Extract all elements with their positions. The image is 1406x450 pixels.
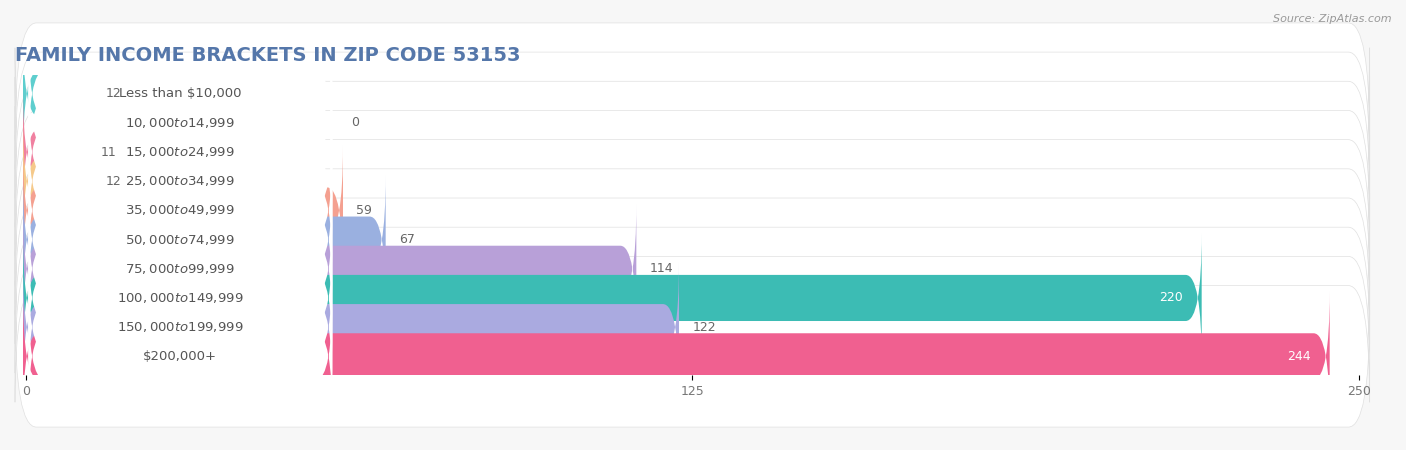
FancyBboxPatch shape: [28, 263, 332, 392]
Text: $150,000 to $199,999: $150,000 to $199,999: [117, 320, 243, 334]
FancyBboxPatch shape: [22, 204, 637, 333]
Text: $15,000 to $24,999: $15,000 to $24,999: [125, 145, 235, 159]
Text: Source: ZipAtlas.com: Source: ZipAtlas.com: [1274, 14, 1392, 23]
Text: 122: 122: [692, 321, 716, 333]
FancyBboxPatch shape: [28, 88, 332, 216]
FancyBboxPatch shape: [28, 29, 332, 158]
FancyBboxPatch shape: [22, 29, 93, 158]
Text: $200,000+: $200,000+: [143, 350, 218, 363]
FancyBboxPatch shape: [15, 52, 1369, 194]
FancyBboxPatch shape: [28, 175, 332, 304]
Text: 244: 244: [1288, 350, 1310, 363]
FancyBboxPatch shape: [15, 140, 1369, 281]
Text: $25,000 to $34,999: $25,000 to $34,999: [125, 174, 235, 188]
FancyBboxPatch shape: [22, 117, 93, 246]
FancyBboxPatch shape: [22, 175, 385, 304]
Text: FAMILY INCOME BRACKETS IN ZIP CODE 53153: FAMILY INCOME BRACKETS IN ZIP CODE 53153: [15, 46, 520, 65]
FancyBboxPatch shape: [22, 88, 87, 216]
Text: 59: 59: [356, 204, 373, 217]
FancyBboxPatch shape: [15, 227, 1369, 369]
Text: $100,000 to $149,999: $100,000 to $149,999: [117, 291, 243, 305]
FancyBboxPatch shape: [15, 286, 1369, 427]
Text: $50,000 to $74,999: $50,000 to $74,999: [125, 233, 235, 247]
Text: Less than $10,000: Less than $10,000: [120, 87, 242, 100]
Text: 11: 11: [100, 145, 117, 158]
FancyBboxPatch shape: [28, 117, 332, 246]
FancyBboxPatch shape: [15, 110, 1369, 252]
Text: 12: 12: [105, 175, 121, 188]
FancyBboxPatch shape: [15, 169, 1369, 310]
FancyBboxPatch shape: [22, 263, 679, 392]
Text: 220: 220: [1160, 292, 1182, 305]
Text: $35,000 to $49,999: $35,000 to $49,999: [125, 203, 235, 217]
FancyBboxPatch shape: [22, 292, 1330, 421]
FancyBboxPatch shape: [15, 23, 1369, 164]
FancyBboxPatch shape: [28, 58, 332, 187]
Text: 114: 114: [650, 262, 673, 275]
Text: $10,000 to $14,999: $10,000 to $14,999: [125, 116, 235, 130]
Text: $75,000 to $99,999: $75,000 to $99,999: [125, 262, 235, 276]
FancyBboxPatch shape: [28, 204, 332, 333]
FancyBboxPatch shape: [22, 234, 1202, 362]
FancyBboxPatch shape: [28, 292, 332, 421]
Text: 0: 0: [352, 117, 359, 129]
FancyBboxPatch shape: [15, 198, 1369, 340]
FancyBboxPatch shape: [15, 256, 1369, 398]
FancyBboxPatch shape: [28, 146, 332, 275]
Text: 12: 12: [105, 87, 121, 100]
FancyBboxPatch shape: [28, 234, 332, 362]
FancyBboxPatch shape: [22, 146, 343, 275]
Text: 67: 67: [399, 233, 415, 246]
FancyBboxPatch shape: [15, 81, 1369, 223]
